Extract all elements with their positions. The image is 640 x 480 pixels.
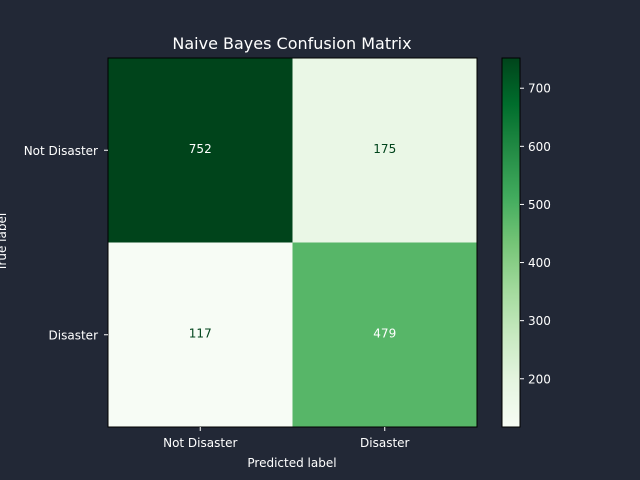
- colorbar-tick-label: 400: [528, 256, 551, 270]
- colorbar-tick-label: 500: [528, 198, 551, 212]
- matrix-cell-value: 175: [373, 142, 396, 156]
- matrix-cells: [108, 58, 477, 427]
- x-tick-label: Disaster: [360, 436, 410, 450]
- matrix-cell-values: 752 175 117 479: [189, 142, 396, 341]
- colorbar-tick-label: 600: [528, 140, 551, 154]
- matrix-cell: [292, 242, 477, 427]
- matrix-cell-value: 117: [189, 326, 212, 340]
- x-tick-label: Not Disaster: [163, 436, 237, 450]
- matrix-frame: [107, 57, 478, 428]
- y-tick-label: Not Disaster: [24, 144, 98, 158]
- colorbar: [501, 57, 521, 428]
- matrix-cell-value: 752: [189, 142, 212, 156]
- x-axis-ticks: Not Disaster Disaster: [163, 427, 410, 450]
- matrix-cell: [108, 58, 293, 243]
- matrix-cell-value: 479: [373, 326, 396, 340]
- colorbar-ticks: 200 300 400 500 600 700: [520, 82, 551, 386]
- x-axis-label: Predicted label: [247, 456, 336, 470]
- matrix-cell: [108, 242, 293, 427]
- y-axis-label: True label: [0, 213, 9, 272]
- y-axis-ticks: Not Disaster Disaster: [24, 144, 108, 342]
- colorbar-tick-label: 300: [528, 314, 551, 328]
- colorbar-tick-label: 200: [528, 372, 551, 386]
- colorbar-tick-label: 700: [528, 82, 551, 96]
- matrix-cell: [292, 58, 477, 243]
- chart-title: Naive Bayes Confusion Matrix: [172, 34, 411, 53]
- y-tick-label: Disaster: [49, 328, 99, 342]
